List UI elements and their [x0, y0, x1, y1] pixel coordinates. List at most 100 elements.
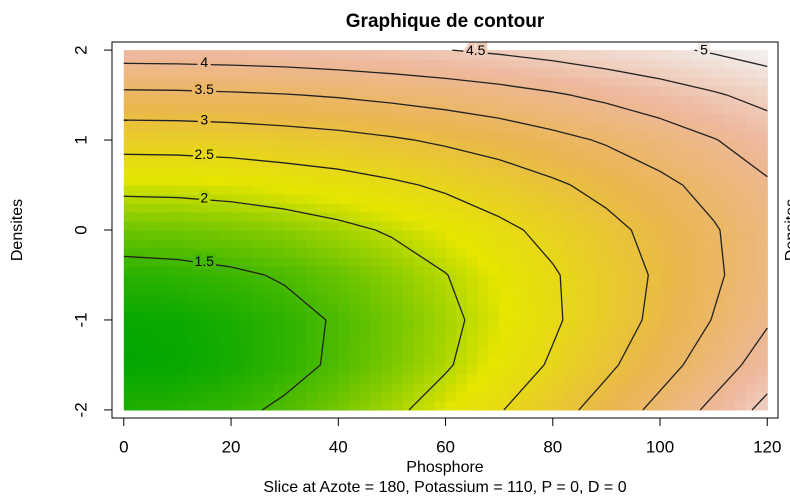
heat-cell — [306, 337, 318, 348]
heat-cell — [520, 59, 532, 69]
heat-cell — [134, 149, 146, 159]
heat-cell — [123, 247, 136, 258]
heat-cell — [638, 68, 650, 78]
heat-cell — [145, 274, 157, 285]
heat-cell — [488, 194, 500, 204]
heat-cell — [488, 104, 500, 114]
heat-cell — [413, 400, 425, 411]
heat-cell — [295, 319, 307, 330]
heat-cell — [273, 149, 286, 159]
heat-cell — [509, 149, 522, 159]
heat-cell — [488, 176, 500, 186]
heat-cell — [445, 283, 457, 294]
heat-cell — [466, 319, 479, 330]
heat-cell — [563, 310, 575, 321]
heat-cell — [263, 68, 275, 78]
heat-cell — [413, 113, 425, 123]
heat-cell — [177, 391, 189, 402]
heat-cell — [606, 382, 618, 393]
heat-cell — [617, 185, 629, 195]
heat-cell — [188, 346, 200, 357]
heat-cell — [198, 95, 211, 105]
heat-cell — [756, 167, 768, 177]
contour-line — [606, 68, 661, 80]
heat-cell — [434, 274, 447, 285]
heat-cell — [424, 86, 436, 96]
heat-cell — [177, 158, 189, 168]
heat-cell — [552, 265, 565, 276]
heat-cell — [349, 221, 361, 231]
heat-cell — [391, 319, 404, 330]
heat-cell — [488, 131, 500, 141]
heat-cell — [756, 59, 768, 69]
heat-cell — [649, 167, 661, 177]
heat-cell — [681, 382, 693, 393]
heat-cell — [338, 373, 350, 384]
heat-cell — [702, 310, 715, 321]
heat-cell — [745, 113, 758, 123]
heat-cell — [338, 50, 350, 60]
heat-cell — [155, 149, 168, 159]
heat-cell — [188, 400, 200, 411]
heat-cell — [542, 212, 554, 222]
heat-cell — [606, 355, 618, 366]
heat-cell — [520, 68, 532, 78]
heat-cell — [434, 194, 447, 204]
heat-cell — [649, 131, 661, 141]
heat-cell — [745, 337, 758, 348]
heat-cell — [563, 256, 575, 267]
heat-cell — [735, 50, 747, 60]
heat-cell — [123, 95, 136, 105]
heat-cell — [724, 364, 736, 375]
heat-cell — [188, 319, 200, 330]
heat-cell — [327, 391, 339, 402]
heat-cell — [445, 256, 457, 267]
heat-cell — [531, 256, 543, 267]
heat-cell — [220, 256, 232, 267]
heat-cell — [520, 265, 532, 276]
heat-cell — [456, 86, 468, 96]
heat-cell — [595, 283, 608, 294]
heat-cell — [316, 140, 329, 150]
heat-cell — [338, 203, 350, 213]
heat-cell — [316, 319, 329, 330]
heat-cell — [295, 86, 307, 96]
heat-cell — [660, 203, 672, 213]
heat-cell — [284, 95, 296, 105]
heat-cell — [295, 292, 307, 303]
heat-cell — [735, 230, 747, 240]
heat-cell — [273, 104, 286, 114]
heat-cell — [735, 176, 747, 186]
heat-cell — [756, 391, 768, 402]
heat-cell — [359, 122, 372, 132]
heat-cell — [359, 167, 372, 177]
heat-cell — [402, 364, 414, 375]
heat-cell — [509, 319, 522, 330]
heat-cell — [456, 283, 468, 294]
heat-cell — [638, 292, 650, 303]
heat-cell — [338, 319, 350, 330]
heat-cell — [134, 382, 146, 393]
heat-cell — [499, 185, 511, 195]
contour-line — [414, 139, 446, 147]
heat-cell — [456, 247, 468, 258]
heat-cell — [456, 337, 468, 348]
heat-cell — [445, 77, 457, 87]
heat-cell — [509, 86, 522, 96]
heat-cell — [370, 104, 382, 114]
heat-cell — [456, 59, 468, 69]
heat-cell — [306, 140, 318, 150]
heat-cell — [166, 158, 179, 168]
heat-cell — [574, 310, 586, 321]
heat-cell — [681, 265, 693, 276]
heat-cell — [488, 238, 500, 249]
heat-cell — [477, 167, 490, 177]
heat-cell — [241, 337, 254, 348]
heat-cell — [552, 355, 565, 366]
heat-cell — [692, 373, 704, 384]
heat-cell — [284, 346, 296, 357]
heat-cell — [466, 256, 479, 267]
heat-cell — [123, 122, 136, 132]
heat-cell — [134, 140, 146, 150]
heat-cell — [692, 203, 704, 213]
